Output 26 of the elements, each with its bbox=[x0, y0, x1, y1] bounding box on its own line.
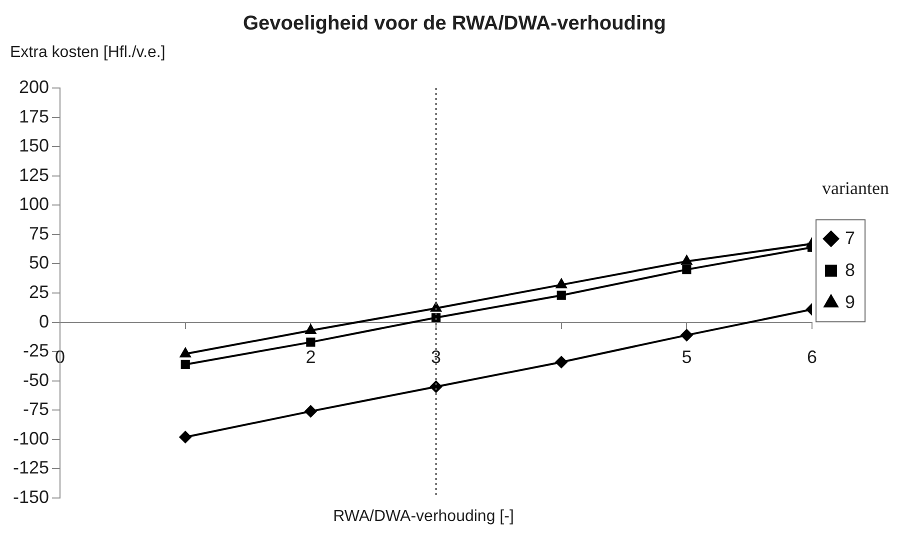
x-tick-label: 3 bbox=[431, 347, 442, 368]
y-tick-label: 150 bbox=[18, 136, 50, 156]
chart-title: Gevoeligheid voor de RWA/DWA-verhouding bbox=[243, 12, 666, 35]
y-tick-label: -50 bbox=[23, 370, 50, 390]
legend-label: 8 bbox=[845, 260, 856, 280]
y-tick-label: 75 bbox=[28, 223, 50, 244]
y-tick-label: -75 bbox=[23, 399, 50, 420]
x-tick-label: 6 bbox=[807, 347, 818, 368]
y-tick-label: -25 bbox=[23, 340, 50, 361]
x-tick-label: 2 bbox=[306, 347, 316, 368]
y-tick-label: 125 bbox=[18, 164, 50, 185]
y-tick-label: 0 bbox=[39, 311, 50, 332]
x-tick-label: 5 bbox=[682, 347, 692, 368]
legend-label: 7 bbox=[845, 228, 856, 248]
legend-title: varianten bbox=[822, 178, 889, 198]
y-tick-label: -150 bbox=[12, 486, 50, 507]
y-tick-label: 200 bbox=[18, 76, 50, 97]
y-tick-label: -125 bbox=[12, 458, 50, 478]
legend-label: 9 bbox=[845, 292, 856, 312]
y-tick-label: 100 bbox=[18, 194, 50, 214]
x-axis-title: RWA/DWA-verhouding [-] bbox=[332, 508, 515, 526]
y-tick-label: 50 bbox=[28, 252, 50, 273]
y-tick-label: 175 bbox=[18, 106, 50, 126]
y-tick-label: -100 bbox=[12, 428, 50, 448]
y-tick-label: 25 bbox=[28, 282, 50, 302]
y-axis-title: Extra kosten [Hfl./v.e.] bbox=[10, 44, 166, 62]
